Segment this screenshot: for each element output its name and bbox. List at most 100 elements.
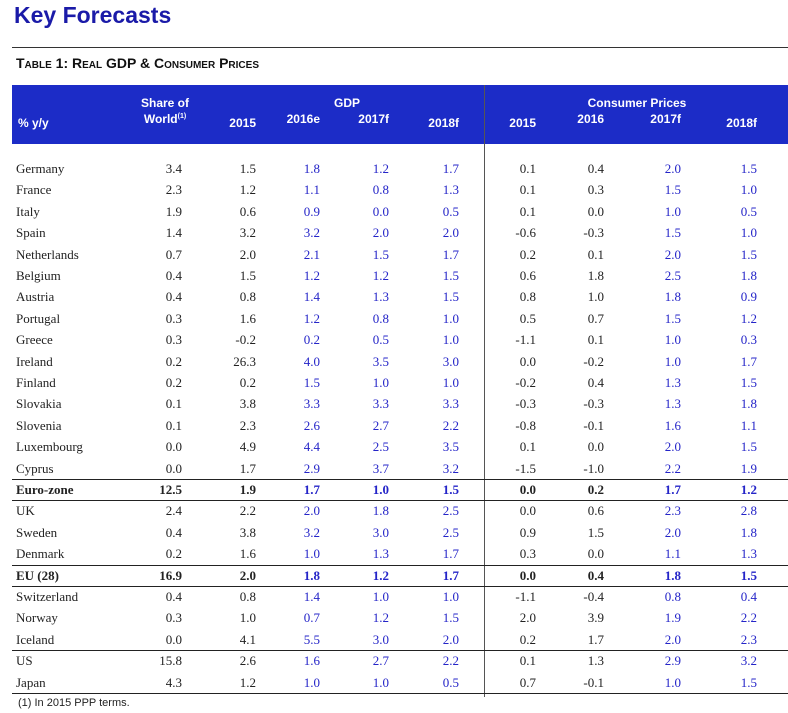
table-cell: 0.7 [165,246,182,262]
row-label: Germany [16,161,65,176]
footnote: (1) In 2015 PPP terms. [18,697,130,709]
table-cell: 1.8 [372,503,389,519]
table-cell: 1.1 [740,417,757,433]
table-row: EU (28) 16.9 2.0 1.8 1.2 1.7 0.0 0.4 1.8 1.5 [12,565,788,586]
table-cell: 1.7 [442,567,459,583]
table-cell: 2.0 [664,246,681,262]
table-cell: 2.0 [519,610,536,626]
table-cell: 1.0 [442,332,459,348]
table-cell: 1.2 [303,310,320,326]
table-cell: 2.5 [664,268,681,283]
table-cell: -0.6 [515,225,536,241]
table-cell: -0.2 [515,375,536,390]
table-cell: 3.0 [372,631,389,647]
table-row: Denmark 0.2 1.6 1.0 1.3 1.7 0.3 0.0 1.1 1.3 [12,543,788,564]
row-label: Euro-zone [16,482,74,497]
table-cell: 2.0 [442,631,459,647]
row-label: US [16,653,33,669]
year-column-header: 2018f [726,116,757,130]
table-cell: 0.7 [587,310,604,326]
table-cell: 1.2 [372,610,389,626]
gdp-group-header: GDP [333,96,360,110]
table-cell: 1.6 [303,653,320,669]
table-cell: -0.3 [583,396,604,412]
row-label: Slovakia [16,396,62,412]
table-cell: 2.0 [239,246,256,262]
table-cell: 0.5 [740,203,757,219]
table-cell: 1.5 [442,482,459,497]
table-cell: 1.9 [664,610,681,626]
table-cell: 0.8 [239,289,256,305]
table-cell: 1.0 [303,546,320,562]
table-cell: 1.0 [303,674,320,690]
table-cell: 0.6 [587,503,604,519]
table-cell: 1.5 [740,161,757,176]
table-cell: 0.2 [165,353,182,369]
table-cell: 1.3 [442,182,459,198]
table-cell: 0.2 [303,332,320,348]
table-row: Euro-zone 12.5 1.9 1.7 1.0 1.5 0.0 0.2 1.7 1.2 [12,479,788,500]
table-cell: 0.4 [165,524,182,540]
table-row: UK 2.4 2.2 2.0 1.8 2.5 0.0 0.6 2.3 2.8 [12,500,788,521]
row-label: Norway [16,610,58,626]
table-cell: 0.3 [165,310,182,326]
table-cell: 1.4 [165,225,182,241]
table-cell: 1.8 [740,396,757,412]
table-cell: 2.3 [740,631,757,647]
table-cell: 16.9 [159,567,182,583]
table-cell: -0.2 [583,353,604,369]
table-cell: 1.7 [587,631,604,647]
table-row: Cyprus 0.0 1.7 2.9 3.7 3.2 -1.5 -1.0 2.2 1.9 [12,458,788,479]
table-cell: 3.8 [239,524,256,540]
table-cell: 3.9 [587,610,604,626]
table-header: % y/y Share of World(1) GDP Consumer Pri… [12,85,788,144]
table-cell: 0.4 [165,268,182,283]
table-cell: 0.8 [372,310,389,326]
table-cell: 0.1 [519,161,536,176]
table-cell: 1.5 [740,375,757,390]
row-label: EU (28) [16,567,59,583]
table-cell: 1.3 [587,653,604,669]
row-label: UK [16,503,35,519]
table-cell: 0.6 [519,268,536,283]
table-cell: 0.6 [239,203,256,219]
row-label: Austria [16,289,55,305]
row-separator [12,586,788,587]
table-title: Table 1: Real GDP & Consumer Prices [16,55,259,71]
table-cell: 0.9 [740,289,757,305]
table-row: Sweden 0.4 3.8 3.2 3.0 2.5 0.9 1.5 2.0 1.8 [12,522,788,543]
row-label: Denmark [16,546,65,562]
year-column-header: 2016e [286,112,320,126]
table-cell: 0.4 [165,589,182,604]
table-cell: 2.0 [442,225,459,241]
table-cell: 2.5 [442,503,459,519]
table-cell: 2.2 [664,460,681,476]
table-cell: 1.4 [303,589,320,604]
table-cell: 0.8 [239,589,256,604]
table-cell: 3.0 [442,353,459,369]
table-cell: 1.3 [372,289,389,305]
table-cell: 2.2 [442,653,459,669]
table-cell: 3.5 [372,353,389,369]
table-row: Ireland 0.2 26.3 4.0 3.5 3.0 0.0 -0.2 1.0 1.7 [12,351,788,372]
table-row: Slovakia 0.1 3.8 3.3 3.3 3.3 -0.3 -0.3 1.3 1.8 [12,393,788,414]
table-cell: 1.0 [442,375,459,390]
table-cell: 0.2 [519,246,536,262]
table-cell: -0.1 [583,417,604,433]
table-cell: 0.2 [165,546,182,562]
table-cell: 1.7 [442,161,459,176]
table-row: Slovenia 0.1 2.3 2.6 2.7 2.2 -0.8 -0.1 1.6 1.1 [12,415,788,436]
table-cell: 1.3 [372,546,389,562]
table-cell: 0.2 [239,375,256,390]
table-cell: 1.7 [239,460,256,476]
table-cell: 2.7 [372,653,389,669]
table-cell: 1.0 [442,589,459,604]
row-label: Luxembourg [16,439,83,455]
row-label: Belgium [16,268,61,283]
table-cell: 0.1 [519,203,536,219]
table-cell: 0.4 [587,375,604,390]
table-cell: 0.9 [303,203,320,219]
table-cell: -0.1 [583,674,604,690]
row-label: France [16,182,52,198]
table-cell: 4.3 [165,674,182,690]
